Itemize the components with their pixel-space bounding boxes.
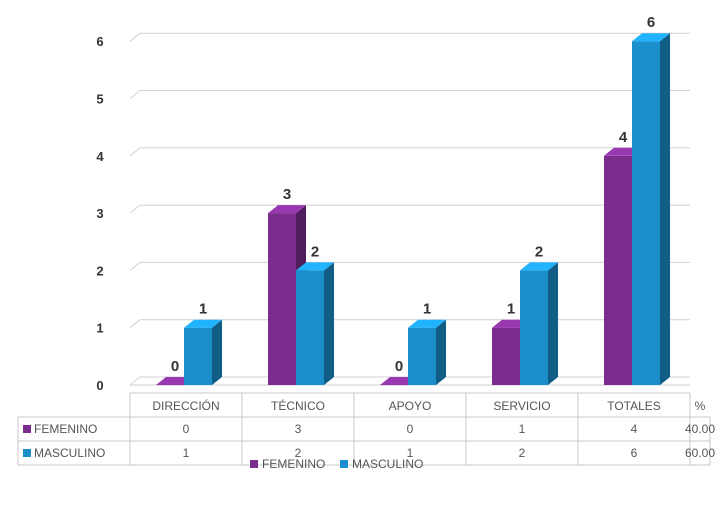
- bar-masculino-2: [408, 327, 436, 385]
- category-label: SERVICIO: [493, 399, 550, 413]
- bar-side: [324, 262, 334, 385]
- table-cell: 3: [295, 422, 302, 436]
- legend-key-masculino: [340, 460, 348, 468]
- percent-value: 40.00: [685, 422, 715, 436]
- bar-side: [436, 319, 446, 385]
- gridline-side: [129, 32, 141, 42]
- data-label: 1: [199, 301, 207, 318]
- y-tick-label: 6: [96, 34, 103, 49]
- legend-label: MASCULINO: [352, 457, 423, 471]
- data-label: 0: [171, 358, 179, 375]
- percent-header: %: [695, 399, 706, 413]
- percent-value: 60.00: [685, 446, 715, 460]
- category-label: APOYO: [389, 399, 432, 413]
- gridline-side: [129, 147, 141, 157]
- table-series-name: MASCULINO: [34, 446, 105, 460]
- category-label: TOTALES: [607, 399, 661, 413]
- data-label: 0: [395, 358, 403, 375]
- gridline-side: [129, 204, 141, 214]
- table-cell: 6: [631, 446, 638, 460]
- y-tick-label: 5: [96, 92, 103, 107]
- bars: [156, 33, 670, 386]
- table-cell: 2: [295, 446, 302, 460]
- bar-side: [660, 33, 670, 385]
- table-series-key: [23, 449, 31, 457]
- y-tick-label: 1: [96, 321, 103, 336]
- data-labels: 0 1 3 2 0 1 1 2 4 6: [171, 14, 655, 375]
- bar-femenino-4: [604, 155, 632, 385]
- table-cell: 0: [407, 422, 414, 436]
- gridline-side: [129, 262, 141, 271]
- data-label: 1: [423, 301, 431, 318]
- data-label: 4: [619, 129, 628, 146]
- legend-label: FEMENINO: [262, 457, 325, 471]
- bar-side: [548, 262, 558, 385]
- gridline-side: [129, 376, 141, 386]
- bar-top: [520, 262, 558, 271]
- category-label: TÉCNICO: [271, 398, 325, 413]
- bar-masculino-3: [520, 270, 548, 385]
- data-table: DIRECCIÓN TÉCNICO APOYO SERVICIO TOTALES % FEM…: [17, 392, 715, 466]
- bar-masculino-4: [632, 41, 660, 385]
- grid-lines: [129, 32, 690, 386]
- bar-top: [408, 319, 446, 328]
- bar-femenino-3: [492, 327, 520, 385]
- gridline-side: [129, 90, 141, 99]
- bar-top: [296, 262, 334, 271]
- table-cell: 1: [519, 422, 526, 436]
- table-series-key: [23, 425, 31, 433]
- data-label: 2: [311, 243, 319, 260]
- bar-masculino-1: [296, 270, 324, 385]
- y-tick-label: 4: [96, 149, 104, 164]
- y-tick-label: 2: [96, 263, 103, 278]
- y-tick-label: 3: [96, 206, 103, 221]
- category-label: DIRECCIÓN: [152, 398, 219, 413]
- table-series-name: FEMENINO: [34, 422, 97, 436]
- table-cell: 4: [631, 422, 638, 436]
- bar-top: [268, 205, 306, 214]
- bar-top: [632, 33, 670, 42]
- legend-key-femenino: [250, 460, 258, 468]
- y-tick-label: 0: [96, 378, 103, 393]
- data-label: 2: [535, 243, 543, 260]
- legend: FEMENINO MASCULINO: [250, 457, 423, 471]
- gridline-side: [129, 319, 141, 329]
- y-axis: 0 1 2 3 4 5 6: [96, 34, 104, 393]
- data-label: 3: [283, 186, 291, 203]
- table-cell: 0: [183, 422, 190, 436]
- bar-side: [212, 319, 222, 385]
- table-cell: 1: [407, 446, 414, 460]
- data-label: 1: [507, 301, 515, 318]
- bar-femenino-1: [268, 213, 296, 385]
- bar-masculino-0: [184, 327, 212, 385]
- data-label: 6: [647, 14, 655, 31]
- bar-top: [184, 319, 222, 328]
- table-cell: 1: [183, 446, 190, 460]
- table-cell: 2: [519, 446, 526, 460]
